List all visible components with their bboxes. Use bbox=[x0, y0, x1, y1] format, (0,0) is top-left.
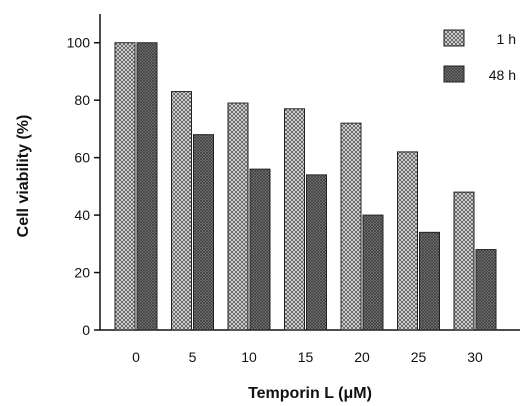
bar-48h-20 bbox=[362, 214, 384, 331]
bar-48h-0 bbox=[136, 42, 158, 331]
x-tick-label: 25 bbox=[411, 349, 427, 365]
y-tick-label: 20 bbox=[74, 265, 90, 281]
bar-48h-10 bbox=[249, 168, 271, 331]
legend-swatch-1h bbox=[443, 29, 465, 47]
legend-label-1h: 1 h bbox=[497, 31, 516, 47]
bar-1h-20 bbox=[340, 122, 362, 331]
bar-48h-5 bbox=[193, 134, 214, 331]
x-tick-label: 30 bbox=[467, 349, 483, 365]
y-tick-label: 80 bbox=[74, 92, 90, 108]
bar-48h-30 bbox=[475, 249, 497, 331]
x-tick-label: 10 bbox=[241, 349, 257, 365]
x-tick-label: 5 bbox=[189, 349, 197, 365]
legend-swatch-48h bbox=[443, 65, 465, 83]
bars bbox=[114, 42, 497, 331]
bar-48h-15 bbox=[306, 174, 327, 331]
legend: 1 h 48 h bbox=[443, 29, 516, 83]
bar-1h-15 bbox=[284, 108, 305, 331]
bar-1h-25 bbox=[397, 151, 418, 331]
bar-48h-25 bbox=[419, 231, 440, 331]
y-tick-label: 60 bbox=[74, 150, 90, 166]
y-tick-label: 0 bbox=[82, 322, 90, 338]
y-axis-title: Cell viability (%) bbox=[15, 115, 32, 238]
x-tick-label: 15 bbox=[298, 349, 314, 365]
x-tick-label: 20 bbox=[354, 349, 370, 365]
bar-1h-0 bbox=[114, 42, 136, 331]
x-axis-title: Temporin L (μM) bbox=[248, 385, 372, 402]
x-tick-label: 0 bbox=[132, 349, 140, 365]
y-ticks: 0 20 40 60 80 100 bbox=[67, 35, 100, 338]
x-ticks: 0 5 10 15 20 25 30 bbox=[132, 349, 483, 365]
bar-1h-5 bbox=[171, 91, 192, 331]
y-tick-label: 100 bbox=[67, 35, 91, 51]
y-tick-label: 40 bbox=[74, 207, 90, 223]
bar-1h-10 bbox=[227, 102, 249, 331]
legend-label-48h: 48 h bbox=[489, 67, 516, 83]
bar-1h-30 bbox=[453, 191, 475, 331]
